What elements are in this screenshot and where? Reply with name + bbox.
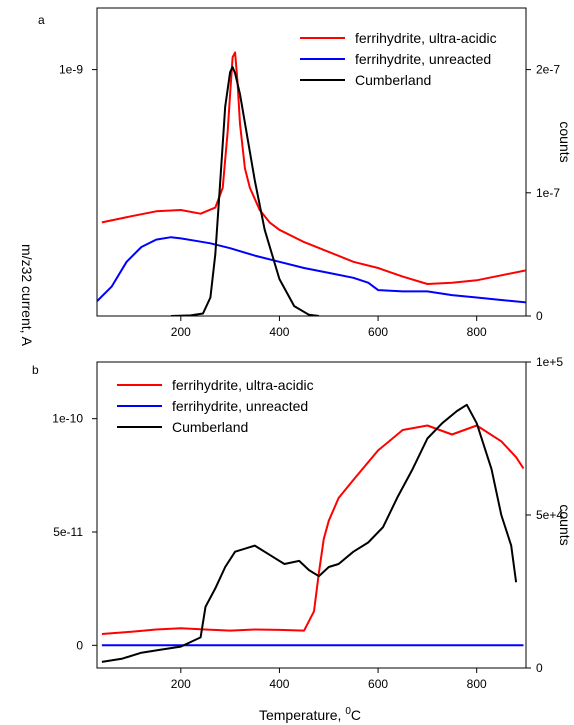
series-line [101,424,525,635]
x-axis-label: Temperature, 0C [259,706,361,723]
y-right-tick-label: 1e-7 [536,186,560,200]
y-right-tick-label: 1e+5 [536,355,563,369]
y-left-tick-label: 1e-10 [52,412,83,426]
panel-label: a [38,13,45,27]
x-tick-label: 600 [368,677,388,691]
series-line [170,66,320,316]
legend-entry: ferrihydrite, ultra-acidic [355,30,497,46]
panel-label: b [32,363,39,377]
series-line [101,51,526,285]
legend-entry: ferrihydrite, ultra-acidic [172,377,314,393]
shared-y-axis-label: m/z32 current, A [19,244,35,347]
legend-entry: ferrihydrite, unreacted [172,398,308,414]
x-tick-label: 400 [269,325,289,339]
x-tick-label: 200 [171,325,191,339]
y-right-tick-label: 2e-7 [536,63,560,77]
x-tick-label: 400 [269,677,289,691]
y-left-tick-label: 5e-11 [53,525,83,539]
y-right-axis-label: counts [557,504,573,545]
series-line [97,236,526,304]
legend-entry: ferrihydrite, unreacted [355,51,491,67]
x-tick-label: 600 [368,325,388,339]
x-tick-label: 800 [467,325,487,339]
legend-entry: Cumberland [355,72,431,88]
x-axis-label-unit: C [351,707,361,723]
panel-b: b 200 400 600 800 0 5e-11 1e-10 0 5e+4 1e+5 counts f… [32,355,573,723]
y-left-tick-label: 0 [76,638,83,652]
y-right-tick-label: 0 [536,661,543,675]
y-left-tick-label: 1e-9 [59,63,83,77]
y-right-axis-label: counts [557,121,573,162]
legend-entry: Cumberland [172,419,248,435]
x-axis-label-superscript: 0 [345,706,351,717]
panel-a: a 200 400 600 800 1e-9 0 1e-7 2e-7 counts ferrihyd… [38,7,573,339]
x-tick-label: 800 [467,677,487,691]
y-right-tick-label: 0 [536,309,543,323]
x-axis-label-text: Temperature, [259,707,345,723]
series-line [101,403,518,663]
y-right-tick-label: 5e+4 [536,508,563,522]
x-tick-label: 200 [171,677,191,691]
